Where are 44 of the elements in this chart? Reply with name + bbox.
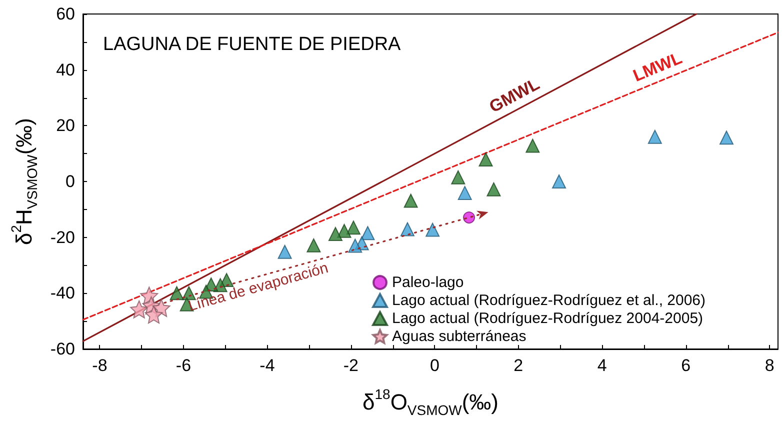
x-tick-label: -4 — [260, 356, 275, 375]
y-tick-label: -40 — [50, 284, 75, 303]
point — [170, 286, 184, 300]
legend-label: Lago actual (Rodríguez-Rodríguez 2004-2005) — [392, 310, 704, 327]
point — [451, 170, 466, 184]
x-tick-label: -6 — [176, 356, 192, 375]
point — [278, 244, 292, 259]
x-tick-label: 8 — [764, 356, 774, 375]
x-tick-label: -8 — [92, 356, 108, 375]
x-tick-label: 4 — [597, 356, 607, 375]
x-tick-label: -2 — [343, 356, 359, 375]
point — [306, 238, 321, 252]
point — [463, 212, 476, 224]
point — [720, 130, 734, 145]
point — [337, 224, 352, 238]
legend-label: Lago actual (Rodríguez-Rodríguez et al., 2006) — [392, 292, 706, 309]
point — [346, 220, 360, 235]
point — [404, 194, 418, 208]
y-tick-label: 0 — [66, 172, 75, 191]
point — [360, 226, 375, 240]
y-tick-label: -20 — [50, 228, 75, 247]
y-tick-label: 60 — [56, 4, 75, 24]
point — [458, 186, 472, 200]
x-tick-label: 6 — [681, 356, 691, 375]
point — [328, 226, 342, 241]
y-tick-label: -60 — [50, 340, 75, 358]
text: LMWL — [630, 48, 685, 86]
point — [130, 300, 148, 318]
y-axis-title: δ2HVSMOW(‰) — [8, 118, 40, 246]
point — [552, 174, 566, 188]
point — [144, 306, 163, 324]
legend-label: Paleo-lago — [392, 274, 464, 291]
point — [478, 152, 493, 166]
y-tick-label: 20 — [56, 116, 75, 136]
legend-label: Aguas subterráneas — [392, 328, 526, 345]
x-tick-label: 0 — [430, 356, 440, 375]
y-tick-label: 40 — [56, 60, 75, 80]
point — [486, 182, 501, 196]
point — [648, 130, 662, 144]
text: LAGUNA DE FUENTE DE PIEDRA — [103, 34, 402, 55]
point — [426, 222, 440, 237]
x-tick-label: 2 — [514, 356, 524, 375]
point — [400, 222, 414, 236]
point — [526, 138, 540, 153]
